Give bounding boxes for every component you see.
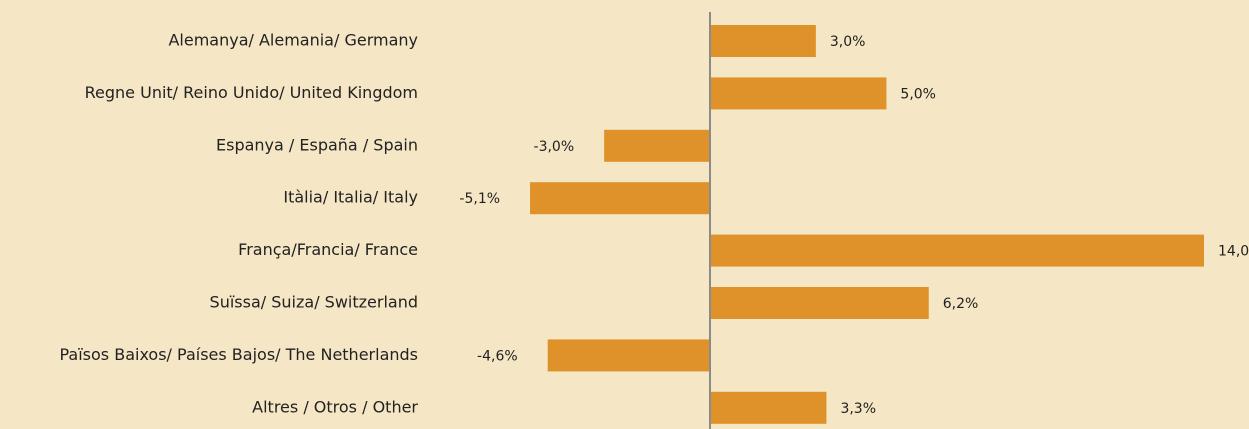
category-label: França/Francia/ France <box>238 240 418 259</box>
category-label: Espanya / España / Spain <box>216 135 418 154</box>
category-label: Suïssa/ Suiza/ Switzerland <box>210 293 418 312</box>
value-label: -3,0% <box>534 139 575 155</box>
bar <box>710 25 816 57</box>
value-label: -4,6% <box>477 348 518 364</box>
category-label: Altres / Otros / Other <box>252 397 418 416</box>
bar <box>530 182 710 215</box>
category-label: Països Baixos/ Países Bajos/ The Netherl… <box>59 345 418 364</box>
category-label: Regne Unit/ Reino Unido/ United Kingdom <box>85 83 418 102</box>
bar <box>710 77 887 110</box>
value-label: 3,3% <box>840 401 876 417</box>
value-label: 6,2% <box>943 296 979 312</box>
category-label: Alemanya/ Alemania/ Germany <box>168 31 418 50</box>
bar <box>710 287 929 319</box>
value-label: 14,0% <box>1218 244 1249 260</box>
value-label: -5,1% <box>459 191 500 207</box>
bar <box>604 129 710 162</box>
value-label: 5,0% <box>900 86 936 102</box>
value-label: 3,0% <box>830 34 866 50</box>
bar <box>547 339 710 372</box>
category-label: Itàlia/ Italia/ Italy <box>283 188 418 207</box>
bar <box>710 234 1204 267</box>
bar <box>710 391 827 424</box>
